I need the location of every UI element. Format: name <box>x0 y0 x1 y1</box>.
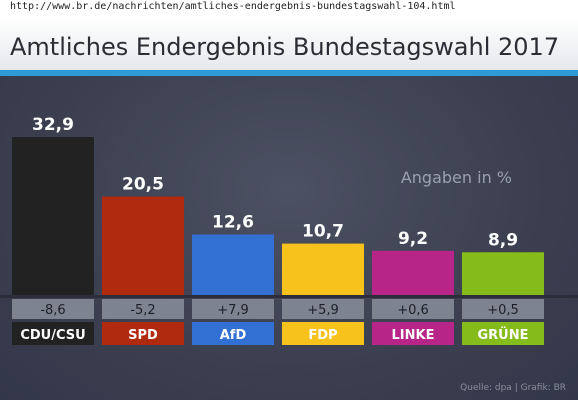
party-label: AfD <box>220 328 247 343</box>
unit-note: Angaben in % <box>400 168 512 187</box>
party-box <box>372 322 454 345</box>
bar-spd <box>102 196 184 295</box>
party-box <box>102 322 184 345</box>
bar-fdp <box>282 243 364 295</box>
bar-chart: 32,9 -8,6 CDU/CSU 20,5 -5,2 SPD 12,6 +7,9 AfD 10,… <box>0 115 578 345</box>
header-accent-line <box>0 70 578 76</box>
change-label: +5,9 <box>307 303 339 318</box>
change-label: -8,6 <box>40 303 65 318</box>
bar-value-label: 32,9 <box>32 115 74 135</box>
party-label: FDP <box>308 328 337 343</box>
change-label: +0,6 <box>397 303 429 318</box>
party-box <box>192 322 274 345</box>
party-box <box>462 322 544 345</box>
chart-panel: 32,9 -8,6 CDU/CSU 20,5 -5,2 SPD 12,6 +7,9 AfD 10,… <box>0 76 578 400</box>
header: Amtliches Endergebnis Bundestagswahl 201… <box>0 18 578 70</box>
page-title: Amtliches Endergebnis Bundestagswahl 201… <box>10 33 560 61</box>
party-box <box>12 322 94 345</box>
bar-value-label: 20,5 <box>122 175 164 195</box>
change-box <box>102 299 184 319</box>
source-credit: Quelle: dpa | Grafik: BR <box>460 383 566 393</box>
bar-value-label: 9,2 <box>398 229 428 249</box>
change-label: +7,9 <box>217 303 249 318</box>
chart-baseline <box>0 295 578 298</box>
bar-value-label: 8,9 <box>488 230 518 250</box>
bar-linke <box>372 250 454 295</box>
bar-afd <box>192 234 274 295</box>
party-label: SPD <box>128 328 158 343</box>
party-label: CDU/CSU <box>20 328 85 343</box>
browser-url: http://www.br.de/nachrichten/amtliches-e… <box>10 1 456 12</box>
change-box <box>462 299 544 319</box>
change-label: -5,2 <box>130 303 155 318</box>
bar-value-label: 12,6 <box>212 212 254 232</box>
change-box <box>372 299 454 319</box>
bar-cdu-csu <box>12 137 94 295</box>
change-box <box>12 299 94 319</box>
party-label: GRÜNE <box>478 327 529 343</box>
change-box <box>282 299 364 319</box>
bar-grüne <box>462 252 544 295</box>
bar-value-label: 10,7 <box>302 222 344 242</box>
party-label: LINKE <box>392 328 435 343</box>
change-box <box>192 299 274 319</box>
party-box <box>282 322 364 345</box>
change-label: +0,5 <box>487 303 519 318</box>
